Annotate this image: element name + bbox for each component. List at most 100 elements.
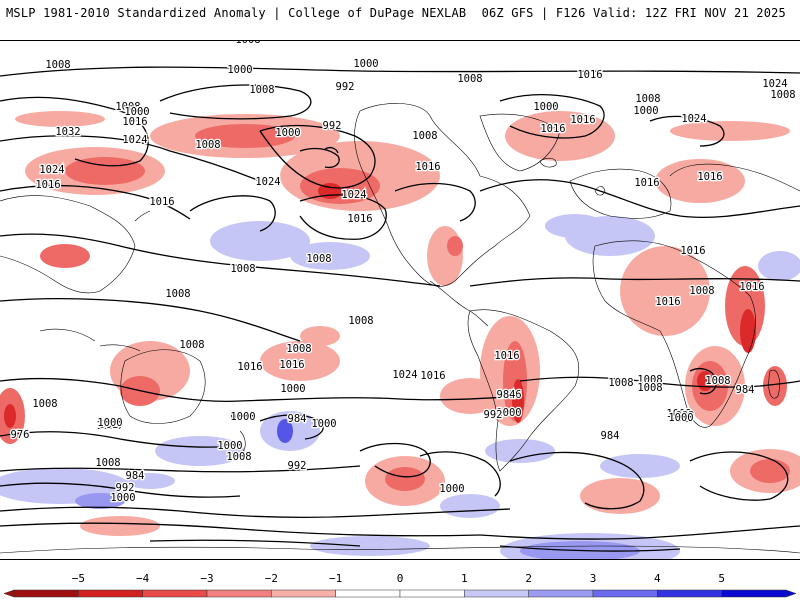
colorbar-tick-label: −5	[72, 572, 85, 585]
isobar-label: 1008	[235, 41, 260, 46]
anomaly-patch	[620, 246, 710, 336]
colorbar-bar	[3, 589, 797, 598]
isobar-line	[189, 195, 276, 232]
isobar-label: 1000	[496, 407, 521, 419]
anomaly-patch	[277, 419, 293, 443]
isobar-line	[0, 135, 261, 182]
anomaly-patch	[385, 467, 425, 491]
isobar-label: 1000	[633, 105, 658, 117]
isobar-label: 992	[336, 81, 355, 93]
colorbar-tick-label: 0	[397, 572, 404, 585]
isobar-line	[259, 124, 376, 189]
isobar-label: 1000	[668, 412, 693, 424]
isobar-line	[0, 482, 241, 498]
isobar-label: 1008	[457, 73, 482, 85]
anomaly-patch	[290, 242, 370, 270]
colorbar: −5 −4 −3 −2 −1 0 1 2 3 4 5	[3, 572, 797, 598]
isobar-label: 1024	[392, 369, 417, 381]
isobar-label: 1016	[570, 114, 595, 126]
anomaly-patch	[300, 326, 340, 346]
isobar-label: 984	[601, 430, 620, 442]
isobar-label: 1008	[165, 288, 190, 300]
colorbar-segment	[206, 589, 272, 598]
anomaly-patch	[260, 341, 340, 381]
anomaly-patch	[155, 436, 245, 466]
anomaly-patch	[125, 473, 175, 489]
isobar-line	[0, 233, 441, 287]
isobar-label: 1016	[122, 116, 147, 128]
colorbar-tick-label: 5	[718, 572, 725, 585]
isobar-label: 1008	[637, 374, 662, 386]
isobar-label: 1008	[95, 457, 120, 469]
isobar-line	[689, 451, 789, 501]
isobar-label: 1008	[249, 84, 274, 96]
isobar-label: 1008	[635, 93, 660, 105]
coastline-segment	[669, 163, 800, 192]
isobar-label: 1000	[124, 106, 149, 118]
isobar-label: 976	[11, 429, 30, 441]
isobar-label: 1008	[705, 375, 730, 387]
isobar-line	[419, 451, 501, 497]
anomaly-patch	[670, 121, 790, 141]
coastline-segment	[120, 349, 206, 424]
isobar-line	[509, 451, 645, 510]
coastline-segment	[354, 103, 531, 287]
anomaly-patch	[763, 366, 787, 406]
colorbar-segment	[464, 589, 529, 598]
colorbar-segment	[13, 589, 79, 598]
isobar-label: 1000	[439, 483, 464, 495]
isobar-label: 1000	[230, 411, 255, 423]
isobar-label: 1016	[634, 177, 659, 189]
isobar-label: 992	[323, 120, 342, 132]
anomaly-map: 1008100810001008100010081000992992100010…	[0, 41, 800, 559]
colorbar-max-arrow	[785, 589, 797, 598]
colorbar-tick-label: 3	[590, 572, 597, 585]
anomaly-patch	[545, 214, 605, 238]
isobar-label: 1016	[149, 196, 174, 208]
anomaly-patch	[505, 111, 615, 161]
colorbar-tick-label: −1	[329, 572, 342, 585]
isobar-label: 1008	[230, 263, 255, 275]
isobar-label: 984	[126, 470, 145, 482]
isobar-label: 1016	[680, 245, 705, 257]
isobar-label: 1016	[96, 420, 121, 432]
isobar-line	[0, 298, 301, 342]
isobar-label: 1008	[45, 59, 70, 71]
coastline-segment	[479, 113, 561, 172]
isobar-contours	[0, 66, 800, 552]
anomaly-patch	[580, 478, 660, 514]
isobar-label: 1016	[697, 171, 722, 183]
isobar-label: 992	[484, 409, 503, 421]
isobar-line	[0, 431, 241, 448]
isobar-label: 1016	[415, 161, 440, 173]
anomaly-patch	[40, 244, 90, 268]
anomaly-patch	[440, 378, 500, 414]
isobar-line	[324, 146, 339, 154]
colorbar-segment	[657, 589, 722, 598]
isobar-label: 1016	[347, 213, 372, 225]
coastline-segment	[539, 157, 557, 168]
colorbar-tick-label: 1	[461, 572, 468, 585]
anomaly-patch	[440, 494, 500, 518]
isobar-label: 1008	[666, 408, 691, 420]
isobar-label: 1000	[97, 417, 122, 429]
isobar-line	[359, 442, 431, 478]
anomaly-patch	[447, 236, 463, 256]
chart-title: MSLP 1981-2010 Standardized Anomaly | Co…	[6, 6, 467, 20]
isobar-label: 1000	[110, 492, 135, 504]
coastline-segment	[0, 545, 800, 554]
anomaly-patch	[740, 309, 756, 353]
isobar-line	[479, 525, 800, 540]
isobar-label: 1000	[533, 101, 558, 113]
isobar-line	[159, 84, 312, 120]
isobar-label: 1000	[353, 58, 378, 70]
isobar-label: 1016	[496, 389, 521, 401]
anomaly-patch	[210, 221, 310, 261]
coastline-segment	[592, 240, 756, 428]
colorbar-segment	[592, 589, 658, 598]
isobar-label: 984	[288, 413, 307, 425]
isobar-label: 984	[736, 384, 755, 396]
isobar-label: 1016	[237, 361, 262, 373]
isobar-label: 992	[288, 460, 307, 472]
isobar-line	[519, 376, 800, 388]
